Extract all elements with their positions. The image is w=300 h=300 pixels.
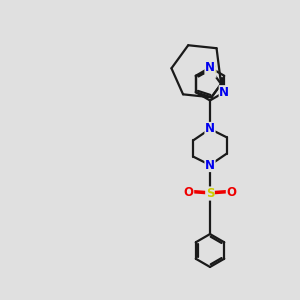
Text: N: N [205, 158, 215, 172]
Text: N: N [219, 86, 229, 99]
Text: N: N [205, 61, 215, 74]
Text: O: O [226, 185, 236, 199]
Text: N: N [205, 122, 215, 136]
Text: O: O [184, 185, 194, 199]
Text: S: S [206, 187, 214, 200]
Text: S: S [207, 64, 216, 77]
